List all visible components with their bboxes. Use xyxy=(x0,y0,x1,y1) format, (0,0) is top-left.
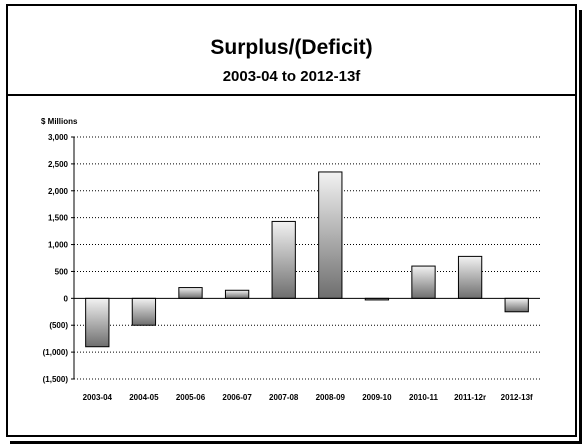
bar-2011-12r xyxy=(457,255,483,299)
y-tick-label: 2,500 xyxy=(48,160,69,169)
x-tick-label: 2004-05 xyxy=(129,393,159,402)
y-tick-label: 500 xyxy=(55,267,69,276)
bars xyxy=(85,171,529,348)
x-tick-label: 2008-09 xyxy=(316,393,346,402)
y-axis: 3,000 2,500 2,000 1,500 1,000 500 0 (500) (1,000… xyxy=(43,133,75,384)
x-axis: 2003-04 2004-05 2005-06 2006-07 2007-08 2008-… xyxy=(74,297,540,402)
chart-title: Surplus/(Deficit) xyxy=(210,36,373,59)
y-tick-label: 3,000 xyxy=(48,133,69,142)
x-tick-label: 2009-10 xyxy=(362,393,392,402)
x-tick-label: 2012-13f xyxy=(501,393,533,402)
x-tick-label: 2011-12r xyxy=(454,393,486,402)
y-axis-unit-label: $ Millions xyxy=(41,117,78,126)
y-tick-label: (1,000) xyxy=(43,348,69,357)
bar-2012-13f xyxy=(504,297,529,313)
bar-2006-07 xyxy=(224,289,250,299)
bar-2008-09 xyxy=(318,171,343,299)
bar-2007-08 xyxy=(271,220,296,299)
x-tick-label: 2006-07 xyxy=(222,393,252,402)
x-tick-label: 2005-06 xyxy=(176,393,206,402)
y-tick-label: 1,000 xyxy=(48,241,69,250)
x-tick-label: 2003-04 xyxy=(83,393,113,402)
y-tick-label: 1,500 xyxy=(48,214,69,223)
chart-header: Surplus/(Deficit) 2003-04 to 2012-13f xyxy=(8,6,575,96)
bar-2005-06 xyxy=(178,287,203,299)
x-tick-label: 2010-11 xyxy=(409,393,438,402)
y-tick-label: 2,000 xyxy=(48,187,69,196)
chart-frame: Surplus/(Deficit) 2003-04 to 2012-13f xyxy=(6,4,577,437)
y-tick-label: 0 xyxy=(64,294,69,303)
x-tick-label: 2007-08 xyxy=(269,393,299,402)
bar-2004-05 xyxy=(131,297,157,326)
y-tick-label: (1,500) xyxy=(43,375,69,384)
frame-shadow-right xyxy=(579,10,582,444)
chart-subtitle: 2003-04 to 2012-13f xyxy=(222,68,361,85)
bar-2010-11 xyxy=(411,265,436,299)
frame-shadow-bottom xyxy=(10,441,582,444)
bar-2003-04 xyxy=(85,297,110,348)
y-tick-label: (500) xyxy=(49,321,68,330)
